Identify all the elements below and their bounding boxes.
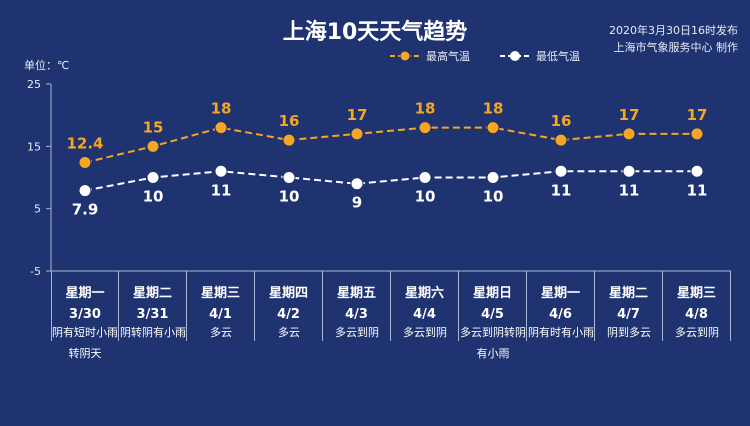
point-high [554,133,568,147]
date-label: 3/30 [69,307,101,322]
unit-label: 单位：℃ [24,59,70,72]
point-low [486,171,500,184]
legend-low-label: 最低气温 [536,50,580,63]
point-low [418,171,432,184]
weather-description: 多云到阴 [675,326,719,339]
weather-description: 阴有短时小雨转阴天 [52,326,118,360]
legend-low: 最低气温 [500,48,580,64]
weather-description: 多云 [278,326,300,339]
date-label: 4/6 [549,307,572,322]
weekday-label: 星期一 [65,286,105,301]
date-label: 4/1 [209,307,232,322]
weather-description: 阴到多云 [607,326,651,339]
data-label-low: 10 [483,188,504,206]
point-low [214,164,228,178]
point-high [486,121,500,135]
point-low [350,177,364,191]
day-column: 星期二 4/7 [595,271,663,341]
series-line-high [84,126,697,164]
data-label-low: 10 [279,188,300,206]
point-low [282,171,296,184]
legend-high: 最高气温 [390,48,470,64]
data-label-high: 16 [279,112,300,130]
weekday-label: 星期日 [472,286,512,301]
weekday-label: 星期一 [540,286,580,301]
weather-description: 多云到阴 [403,326,447,339]
legend-high-marker [390,50,420,62]
y-tick-label: 25 [27,78,41,91]
data-label-low: 10 [415,188,436,206]
publisher: 上海市气象服务中心 制作 [613,41,739,54]
point-high [146,139,160,153]
date-label: 4/5 [481,307,504,322]
weather-description: 阴转阴有小雨 [120,326,186,339]
data-label-low: 11 [211,181,232,199]
date-label: 4/2 [277,307,300,322]
date-label: 4/4 [413,307,436,322]
weekday-label: 星期三 [676,286,716,301]
day-column: 星期五 4/3 [323,271,391,341]
data-label-high: 17 [687,106,708,124]
point-high [418,121,432,135]
weekday-label: 星期五 [336,286,376,301]
legend-low-marker [500,51,530,61]
point-high [78,156,92,170]
date-label: 4/3 [345,307,368,322]
day-column: 星期二 3/31 [119,271,187,341]
data-label-low: 11 [687,181,708,199]
date-label: 3/31 [136,307,169,322]
day-column: 星期六 4/4 [391,271,459,341]
data-label-low: 11 [619,181,640,199]
data-label-low: 10 [143,188,164,206]
day-column: 星期一 4/6 [527,271,595,341]
data-label-low: 9 [352,194,362,212]
weather-description: 阴有时有小雨 [528,326,594,339]
series-line-low [84,170,697,192]
data-label-high: 15 [143,118,164,136]
data-label-high: 12.4 [66,135,103,153]
data-label-high: 17 [347,106,368,124]
y-tick-label: -5 [30,265,41,278]
day-column: 星期日 4/5 [459,271,527,341]
data-label-high: 16 [551,112,572,130]
y-tick-label: 15 [27,140,41,153]
day-column: 星期一 3/30 [51,271,119,341]
day-column: 星期四 4/2 [255,271,323,341]
data-label-high: 17 [619,106,640,124]
data-label-low: 11 [551,181,572,199]
point-low [78,184,92,198]
weekday-label: 星期三 [200,286,240,301]
weather-description: 多云到阴转阴有小雨 [460,326,526,360]
date-label: 4/8 [685,307,708,322]
data-label-high: 18 [211,100,232,118]
data-label-high: 18 [483,100,504,118]
day-column: 星期三 4/1 [187,271,255,341]
data-label-low: 7.9 [72,201,99,219]
weather-description: 多云到阴 [335,326,379,339]
point-low [690,164,704,178]
point-high [690,127,704,141]
weekday-label: 星期二 [608,286,648,301]
point-low [146,171,160,184]
weekday-label: 星期四 [268,286,308,301]
weekday-label: 星期二 [132,286,172,301]
point-high [214,121,228,135]
chart-title: 上海10天天气趋势 [282,20,468,45]
weather-description: 多云 [210,326,232,339]
point-low [554,164,568,178]
data-label-high: 18 [415,100,436,118]
publish-time: 2020年3月30日16时发布 [609,24,738,37]
weekday-label: 星期六 [404,286,444,301]
legend-high-label: 最高气温 [426,50,470,63]
point-low [622,164,636,178]
point-high [350,127,364,141]
y-tick-label: 5 [34,203,41,216]
point-high [622,127,636,141]
day-column: 星期三 4/8 [663,271,731,341]
point-high [282,133,296,147]
publish-info: 2020年3月30日16时发布 上海市气象服务中心 制作 [609,22,738,56]
date-label: 4/7 [617,307,640,322]
